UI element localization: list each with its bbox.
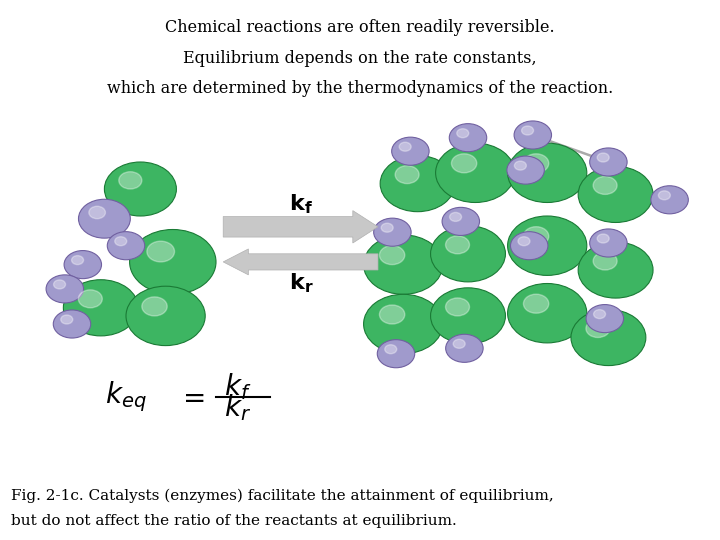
Circle shape <box>578 242 653 298</box>
Text: $k_r$: $k_r$ <box>224 392 251 423</box>
Circle shape <box>590 148 627 176</box>
Circle shape <box>446 298 469 316</box>
Circle shape <box>142 297 167 316</box>
Circle shape <box>597 153 609 162</box>
Circle shape <box>508 216 587 275</box>
Circle shape <box>380 156 455 212</box>
Text: $k_f$: $k_f$ <box>224 370 251 402</box>
Circle shape <box>130 230 216 294</box>
Circle shape <box>71 255 84 265</box>
Circle shape <box>392 137 429 165</box>
Circle shape <box>523 294 549 313</box>
Text: Fig. 2-1c. Catalysts (enzymes) facilitate the attainment of equilibrium,: Fig. 2-1c. Catalysts (enzymes) facilitat… <box>11 489 554 503</box>
Circle shape <box>384 345 397 354</box>
Circle shape <box>514 121 552 149</box>
Circle shape <box>593 252 617 270</box>
Circle shape <box>518 237 530 246</box>
Text: Chemical reactions are often readily reversible.: Chemical reactions are often readily rev… <box>165 19 555 36</box>
Circle shape <box>508 143 587 202</box>
Text: $\mathbf{k_r}$: $\mathbf{k_r}$ <box>289 271 313 295</box>
Circle shape <box>381 223 393 232</box>
Text: $k_{eq}$: $k_{eq}$ <box>105 380 147 414</box>
Circle shape <box>456 129 469 138</box>
Circle shape <box>379 246 405 265</box>
Circle shape <box>451 154 477 173</box>
Circle shape <box>442 207 480 235</box>
Circle shape <box>597 234 609 243</box>
Circle shape <box>446 334 483 362</box>
Circle shape <box>578 166 653 222</box>
Text: but do not affect the ratio of the reactants at equilibrium.: but do not affect the ratio of the react… <box>11 514 456 528</box>
Circle shape <box>523 154 549 173</box>
Circle shape <box>63 280 138 336</box>
Circle shape <box>586 305 624 333</box>
Text: Equilibrium depends on the rate constants,: Equilibrium depends on the rate constant… <box>183 50 537 66</box>
Circle shape <box>377 340 415 368</box>
Circle shape <box>453 339 465 348</box>
Circle shape <box>590 229 627 257</box>
FancyArrow shape <box>223 249 378 275</box>
Text: $\mathbf{k_f}$: $\mathbf{k_f}$ <box>289 192 313 216</box>
Circle shape <box>53 280 66 289</box>
Circle shape <box>53 310 91 338</box>
Circle shape <box>147 241 174 262</box>
Circle shape <box>64 251 102 279</box>
Circle shape <box>449 212 462 221</box>
Circle shape <box>431 288 505 344</box>
Circle shape <box>431 226 505 282</box>
Circle shape <box>119 172 142 189</box>
Circle shape <box>379 305 405 324</box>
Circle shape <box>46 275 84 303</box>
Circle shape <box>449 124 487 152</box>
Text: $=$: $=$ <box>177 383 204 411</box>
FancyArrow shape <box>223 211 378 243</box>
Circle shape <box>436 143 515 202</box>
Circle shape <box>78 290 102 308</box>
Circle shape <box>364 235 443 294</box>
Circle shape <box>507 156 544 184</box>
Circle shape <box>521 126 534 135</box>
Circle shape <box>514 161 526 170</box>
Circle shape <box>364 294 443 354</box>
Circle shape <box>510 232 548 260</box>
Circle shape <box>651 186 688 214</box>
Circle shape <box>104 162 176 216</box>
Text: which are determined by the thermodynamics of the reaction.: which are determined by the thermodynami… <box>107 80 613 97</box>
Circle shape <box>60 315 73 324</box>
Circle shape <box>586 320 610 338</box>
Circle shape <box>107 232 145 260</box>
Circle shape <box>374 218 411 246</box>
Circle shape <box>446 236 469 254</box>
Circle shape <box>571 309 646 366</box>
Circle shape <box>523 227 549 246</box>
Circle shape <box>593 309 606 319</box>
Circle shape <box>508 284 587 343</box>
Circle shape <box>593 177 617 194</box>
Circle shape <box>395 166 419 184</box>
Circle shape <box>114 237 127 246</box>
Circle shape <box>658 191 670 200</box>
Circle shape <box>89 206 105 219</box>
Circle shape <box>78 199 130 238</box>
Circle shape <box>126 286 205 346</box>
Circle shape <box>399 142 411 151</box>
